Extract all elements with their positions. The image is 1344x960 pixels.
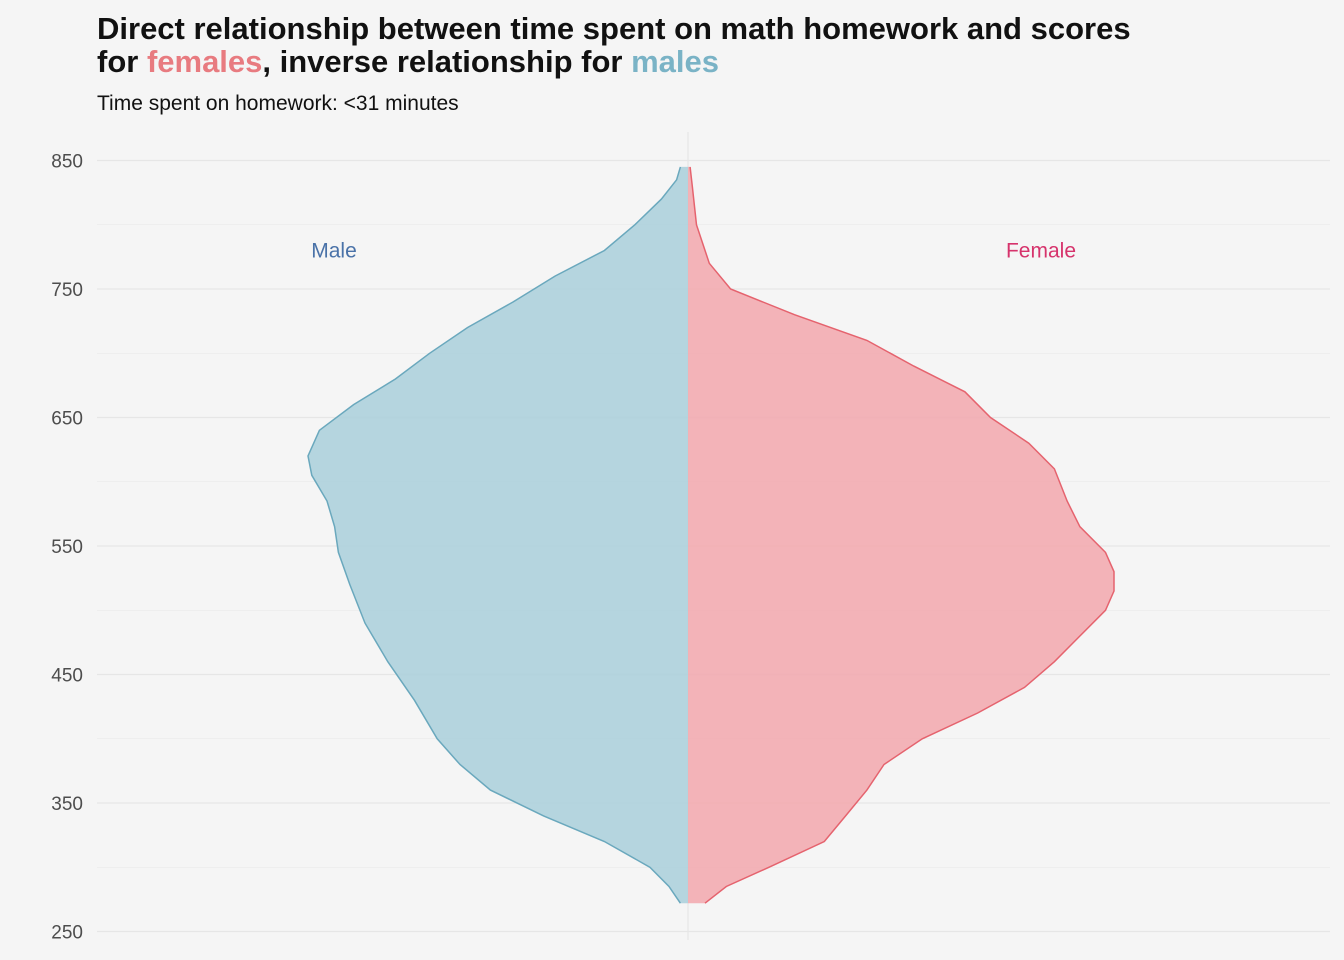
female-violin-outline [689, 166, 1115, 904]
y-tick-label: 250 [51, 923, 83, 944]
title-middle: , inverse relationship for [262, 44, 632, 79]
y-tick-label: 750 [51, 280, 83, 301]
title-male: males [631, 44, 719, 79]
y-tick-label: 450 [51, 666, 83, 687]
title-female: females [146, 44, 263, 79]
y-tick-label: 350 [51, 794, 83, 815]
title-prefix: for [97, 44, 147, 79]
violin-areas [307, 166, 1115, 904]
group-labels: Male Female [311, 239, 1076, 262]
y-tick-label: 550 [51, 537, 83, 558]
female-violin-area [688, 166, 1114, 904]
y-tick-label: 850 [51, 152, 83, 173]
female-group-label: Female [1006, 239, 1076, 262]
chart-subtitle: Time spent on homework: <31 minutes [97, 92, 459, 115]
male-group-label: Male [311, 239, 357, 262]
male-violin-area [308, 166, 688, 904]
male-violin-outline [307, 166, 682, 904]
chart-title: Direct relationship between time spent o… [97, 12, 1131, 78]
title-line-1: Direct relationship between time spent o… [97, 11, 1131, 46]
y-tick-label: 650 [51, 409, 83, 430]
y-axis: 850 750 650 550 450 350 250 [51, 152, 83, 944]
